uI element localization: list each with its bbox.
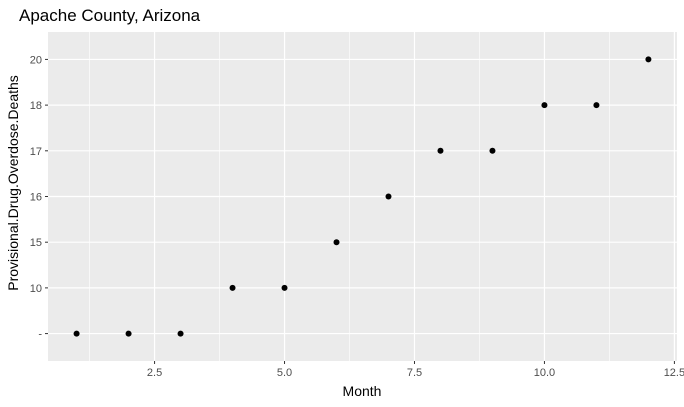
y-tick-label: 17 [30,146,42,158]
y-axis: - 10 15 16 17 18 20 [30,54,48,341]
data-point [281,284,288,291]
x-tick-label: 10.0 [534,367,555,379]
data-point [645,56,652,63]
data-point [177,330,184,337]
data-point [73,330,80,337]
y-axis-title: Provisional.Drug.Overdose.Deaths [5,75,21,291]
x-tick-label: 7.5 [407,367,422,379]
x-axis-title: Month [343,383,382,399]
data-point [229,284,236,291]
chart-title: Apache County, Arizona [19,6,201,25]
y-tick-label: 16 [30,192,42,204]
data-points [73,56,652,337]
y-tick-label: 15 [30,237,42,249]
x-tick-label: 5.0 [277,367,292,379]
data-point [437,147,444,154]
y-tick-label: 10 [30,283,42,295]
data-point [125,330,132,337]
data-point [593,102,600,109]
x-tick-label: 12.5 [664,367,684,379]
data-point [541,102,548,109]
x-tick-label: 2.5 [147,367,162,379]
y-tick-label: 20 [30,54,42,66]
data-point [333,239,340,246]
x-axis: 2.5 5.0 7.5 10.0 12.5 [147,361,684,379]
data-point [489,147,496,154]
y-tick-label: 18 [30,100,42,112]
data-point [385,193,392,200]
major-gridlines [48,32,677,361]
y-tick-label: - [38,329,42,341]
